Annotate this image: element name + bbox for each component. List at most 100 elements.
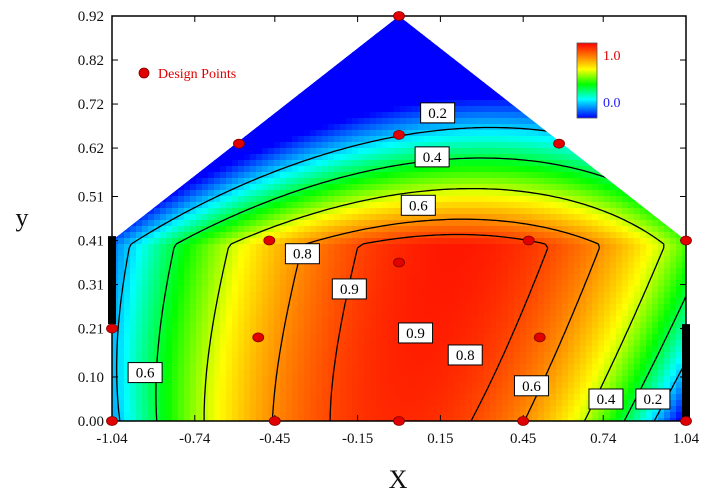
heat-cell bbox=[226, 148, 233, 155]
heat-cell bbox=[280, 382, 287, 389]
heat-cell bbox=[490, 82, 497, 89]
heat-cell bbox=[448, 124, 455, 131]
heat-cell bbox=[220, 286, 227, 293]
heat-cell bbox=[544, 196, 551, 203]
heat-cell bbox=[388, 376, 395, 383]
heat-cell bbox=[328, 406, 335, 413]
heat-cell bbox=[358, 382, 365, 389]
heat-cell bbox=[376, 124, 383, 131]
heat-cell bbox=[142, 100, 149, 107]
heat-cell bbox=[214, 100, 221, 107]
heat-cell bbox=[454, 88, 461, 95]
heat-cell bbox=[304, 166, 311, 173]
heat-cell bbox=[454, 148, 461, 155]
heat-cell bbox=[220, 82, 227, 89]
heat-cell bbox=[532, 322, 539, 329]
heat-cell bbox=[172, 16, 179, 23]
heat-cell bbox=[520, 70, 527, 77]
heat-cell bbox=[472, 304, 479, 311]
heat-cell bbox=[370, 58, 377, 65]
heat-cell bbox=[484, 304, 491, 311]
heat-cell bbox=[496, 298, 503, 305]
heat-cell bbox=[478, 292, 485, 299]
heat-cell bbox=[304, 160, 311, 167]
heat-cell bbox=[322, 238, 329, 245]
heat-cell bbox=[538, 112, 545, 119]
heat-cell bbox=[448, 328, 455, 335]
heat-cell bbox=[220, 34, 227, 41]
heat-cell bbox=[364, 364, 371, 371]
heat-cell bbox=[400, 238, 407, 245]
heat-cell bbox=[502, 274, 509, 281]
heat-cell bbox=[514, 304, 521, 311]
heat-cell bbox=[520, 184, 527, 191]
heat-cell bbox=[544, 334, 551, 341]
heat-cell bbox=[388, 328, 395, 335]
heat-cell bbox=[460, 100, 467, 107]
heat-cell bbox=[442, 400, 449, 407]
heat-cell bbox=[304, 382, 311, 389]
heat-cell bbox=[190, 46, 197, 53]
heat-cell bbox=[454, 208, 461, 215]
heat-cell bbox=[460, 166, 467, 173]
heat-cell bbox=[328, 238, 335, 245]
heat-cell bbox=[382, 166, 389, 173]
heat-cell bbox=[124, 202, 131, 209]
heat-cell bbox=[508, 112, 515, 119]
heat-cell bbox=[328, 310, 335, 317]
heat-cell bbox=[358, 64, 365, 71]
heat-cell bbox=[154, 226, 161, 233]
heat-cell bbox=[124, 106, 131, 113]
heat-cell bbox=[160, 238, 167, 245]
heat-cell bbox=[478, 154, 485, 161]
heat-cell bbox=[124, 112, 131, 119]
heat-cell bbox=[466, 202, 473, 209]
heat-cell bbox=[364, 76, 371, 83]
heat-cell bbox=[406, 244, 413, 251]
heat-cell bbox=[160, 406, 167, 413]
heat-cell bbox=[226, 406, 233, 413]
heat-cell bbox=[514, 88, 521, 95]
heat-cell bbox=[190, 298, 197, 305]
heat-cell bbox=[322, 376, 329, 383]
heat-cell bbox=[448, 304, 455, 311]
heat-cell bbox=[274, 388, 281, 395]
heat-cell bbox=[238, 16, 245, 23]
heat-cell bbox=[268, 322, 275, 329]
heat-cell bbox=[160, 100, 167, 107]
heat-cell bbox=[112, 220, 119, 227]
heat-cell bbox=[496, 322, 503, 329]
heat-cell bbox=[472, 412, 479, 419]
heat-cell bbox=[310, 418, 317, 421]
heat-cell bbox=[124, 376, 131, 383]
heat-cell bbox=[196, 292, 203, 299]
heat-cell bbox=[544, 202, 551, 209]
heat-cell bbox=[196, 268, 203, 275]
heat-cell bbox=[112, 172, 119, 179]
heat-cell bbox=[298, 136, 305, 143]
heat-cell bbox=[508, 76, 515, 83]
heat-cell bbox=[430, 280, 437, 287]
heat-cell bbox=[478, 382, 485, 389]
heat-cell bbox=[184, 58, 191, 65]
heat-cell bbox=[190, 358, 197, 365]
heat-cell bbox=[298, 172, 305, 179]
heat-cell bbox=[202, 124, 209, 131]
heat-cell bbox=[514, 364, 521, 371]
heat-cell bbox=[202, 58, 209, 65]
heat-cell bbox=[406, 250, 413, 257]
heat-cell bbox=[358, 208, 365, 215]
heat-cell bbox=[310, 220, 317, 227]
heat-cell bbox=[328, 370, 335, 377]
heat-cell bbox=[352, 340, 359, 347]
heat-cell bbox=[442, 250, 449, 257]
heat-cell bbox=[298, 28, 305, 35]
heat-cell bbox=[268, 172, 275, 179]
heat-cell bbox=[268, 94, 275, 101]
heat-cell bbox=[430, 292, 437, 299]
heat-cell bbox=[184, 244, 191, 251]
heat-cell bbox=[364, 250, 371, 257]
heat-cell bbox=[346, 118, 353, 125]
heat-cell bbox=[472, 196, 479, 203]
heat-cell bbox=[484, 70, 491, 77]
